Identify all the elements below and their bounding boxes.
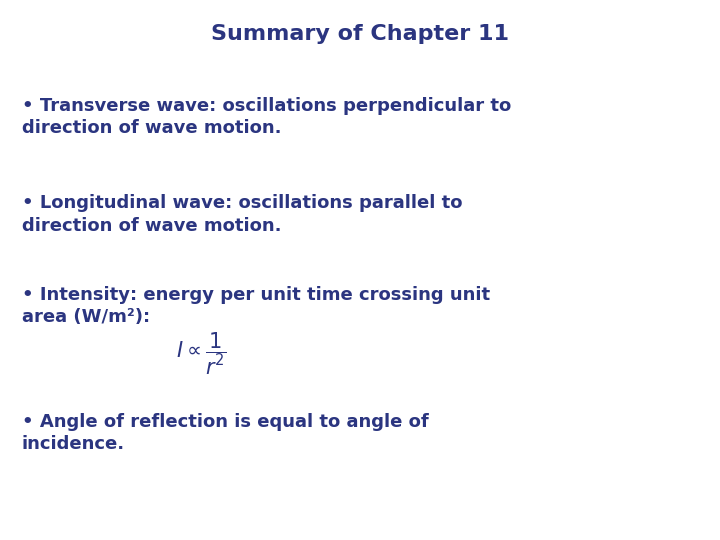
Text: • Transverse wave: oscillations perpendicular to
direction of wave motion.: • Transverse wave: oscillations perpendi… [22,97,511,137]
Text: $I \propto \dfrac{1}{r^2}$: $I \propto \dfrac{1}{r^2}$ [176,330,227,377]
Text: • Intensity: energy per unit time crossing unit
area (W/m²):: • Intensity: energy per unit time crossi… [22,286,490,326]
Text: Summary of Chapter 11: Summary of Chapter 11 [211,24,509,44]
Text: • Angle of reflection is equal to angle of
incidence.: • Angle of reflection is equal to angle … [22,413,428,453]
Text: • Longitudinal wave: oscillations parallel to
direction of wave motion.: • Longitudinal wave: oscillations parall… [22,194,462,234]
